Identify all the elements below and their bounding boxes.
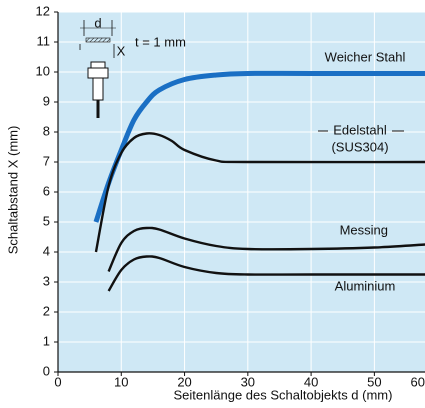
series-label: (SUS304) xyxy=(331,139,388,154)
sensor-head xyxy=(91,62,105,68)
y-tick-label: 6 xyxy=(43,183,50,198)
y-tick-label: 7 xyxy=(43,153,50,168)
page: 01234567891011120102030405060Weicher Sta… xyxy=(0,0,425,408)
y-tick-label: 8 xyxy=(43,123,50,138)
y-tick-label: 9 xyxy=(43,93,50,108)
y-axis-title: Schaltabstand X (mm) xyxy=(5,126,20,255)
annotation: d xyxy=(94,15,101,30)
y-tick-label: 11 xyxy=(37,33,51,48)
x-tick-label: 0 xyxy=(54,374,61,389)
y-tick-label: 4 xyxy=(43,243,50,258)
x-axis-title: Seitenlänge des Schaltobjekts d (mm) xyxy=(174,387,393,402)
y-tick-label: 1 xyxy=(43,333,50,348)
y-tick-label: 2 xyxy=(43,303,50,318)
sensor-nut xyxy=(88,68,108,78)
series-label: Aluminium xyxy=(335,278,396,293)
series-label: Edelstahl xyxy=(333,122,387,137)
y-tick-label: 12 xyxy=(36,3,50,18)
series-label: Weicher Stahl xyxy=(325,49,406,64)
y-tick-label: 5 xyxy=(43,213,50,228)
sensor-body xyxy=(93,78,103,100)
series-label: Messing xyxy=(340,222,388,237)
y-tick-label: 0 xyxy=(43,363,50,378)
x-tick-label: 60 xyxy=(411,374,425,389)
y-tick-label: 3 xyxy=(43,273,50,288)
chart: 01234567891011120102030405060Weicher Sta… xyxy=(0,0,425,408)
y-tick-label: 10 xyxy=(36,63,50,78)
annotation: t = 1 mm xyxy=(135,34,186,49)
target-plate xyxy=(86,38,110,42)
annotation: X xyxy=(117,43,126,58)
x-tick-label: 10 xyxy=(114,374,128,389)
